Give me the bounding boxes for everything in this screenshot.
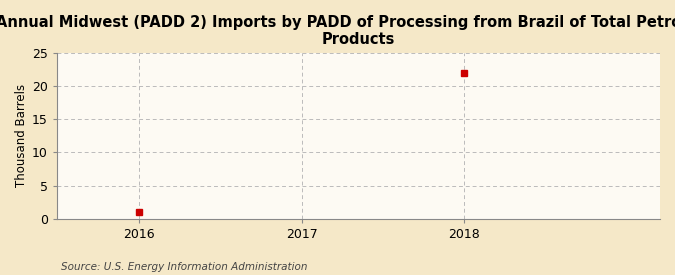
Title: Annual Midwest (PADD 2) Imports by PADD of Processing from Brazil of Total Petro: Annual Midwest (PADD 2) Imports by PADD … [0, 15, 675, 47]
Y-axis label: Thousand Barrels: Thousand Barrels [15, 84, 28, 187]
Text: Source: U.S. Energy Information Administration: Source: U.S. Energy Information Administ… [61, 262, 307, 272]
